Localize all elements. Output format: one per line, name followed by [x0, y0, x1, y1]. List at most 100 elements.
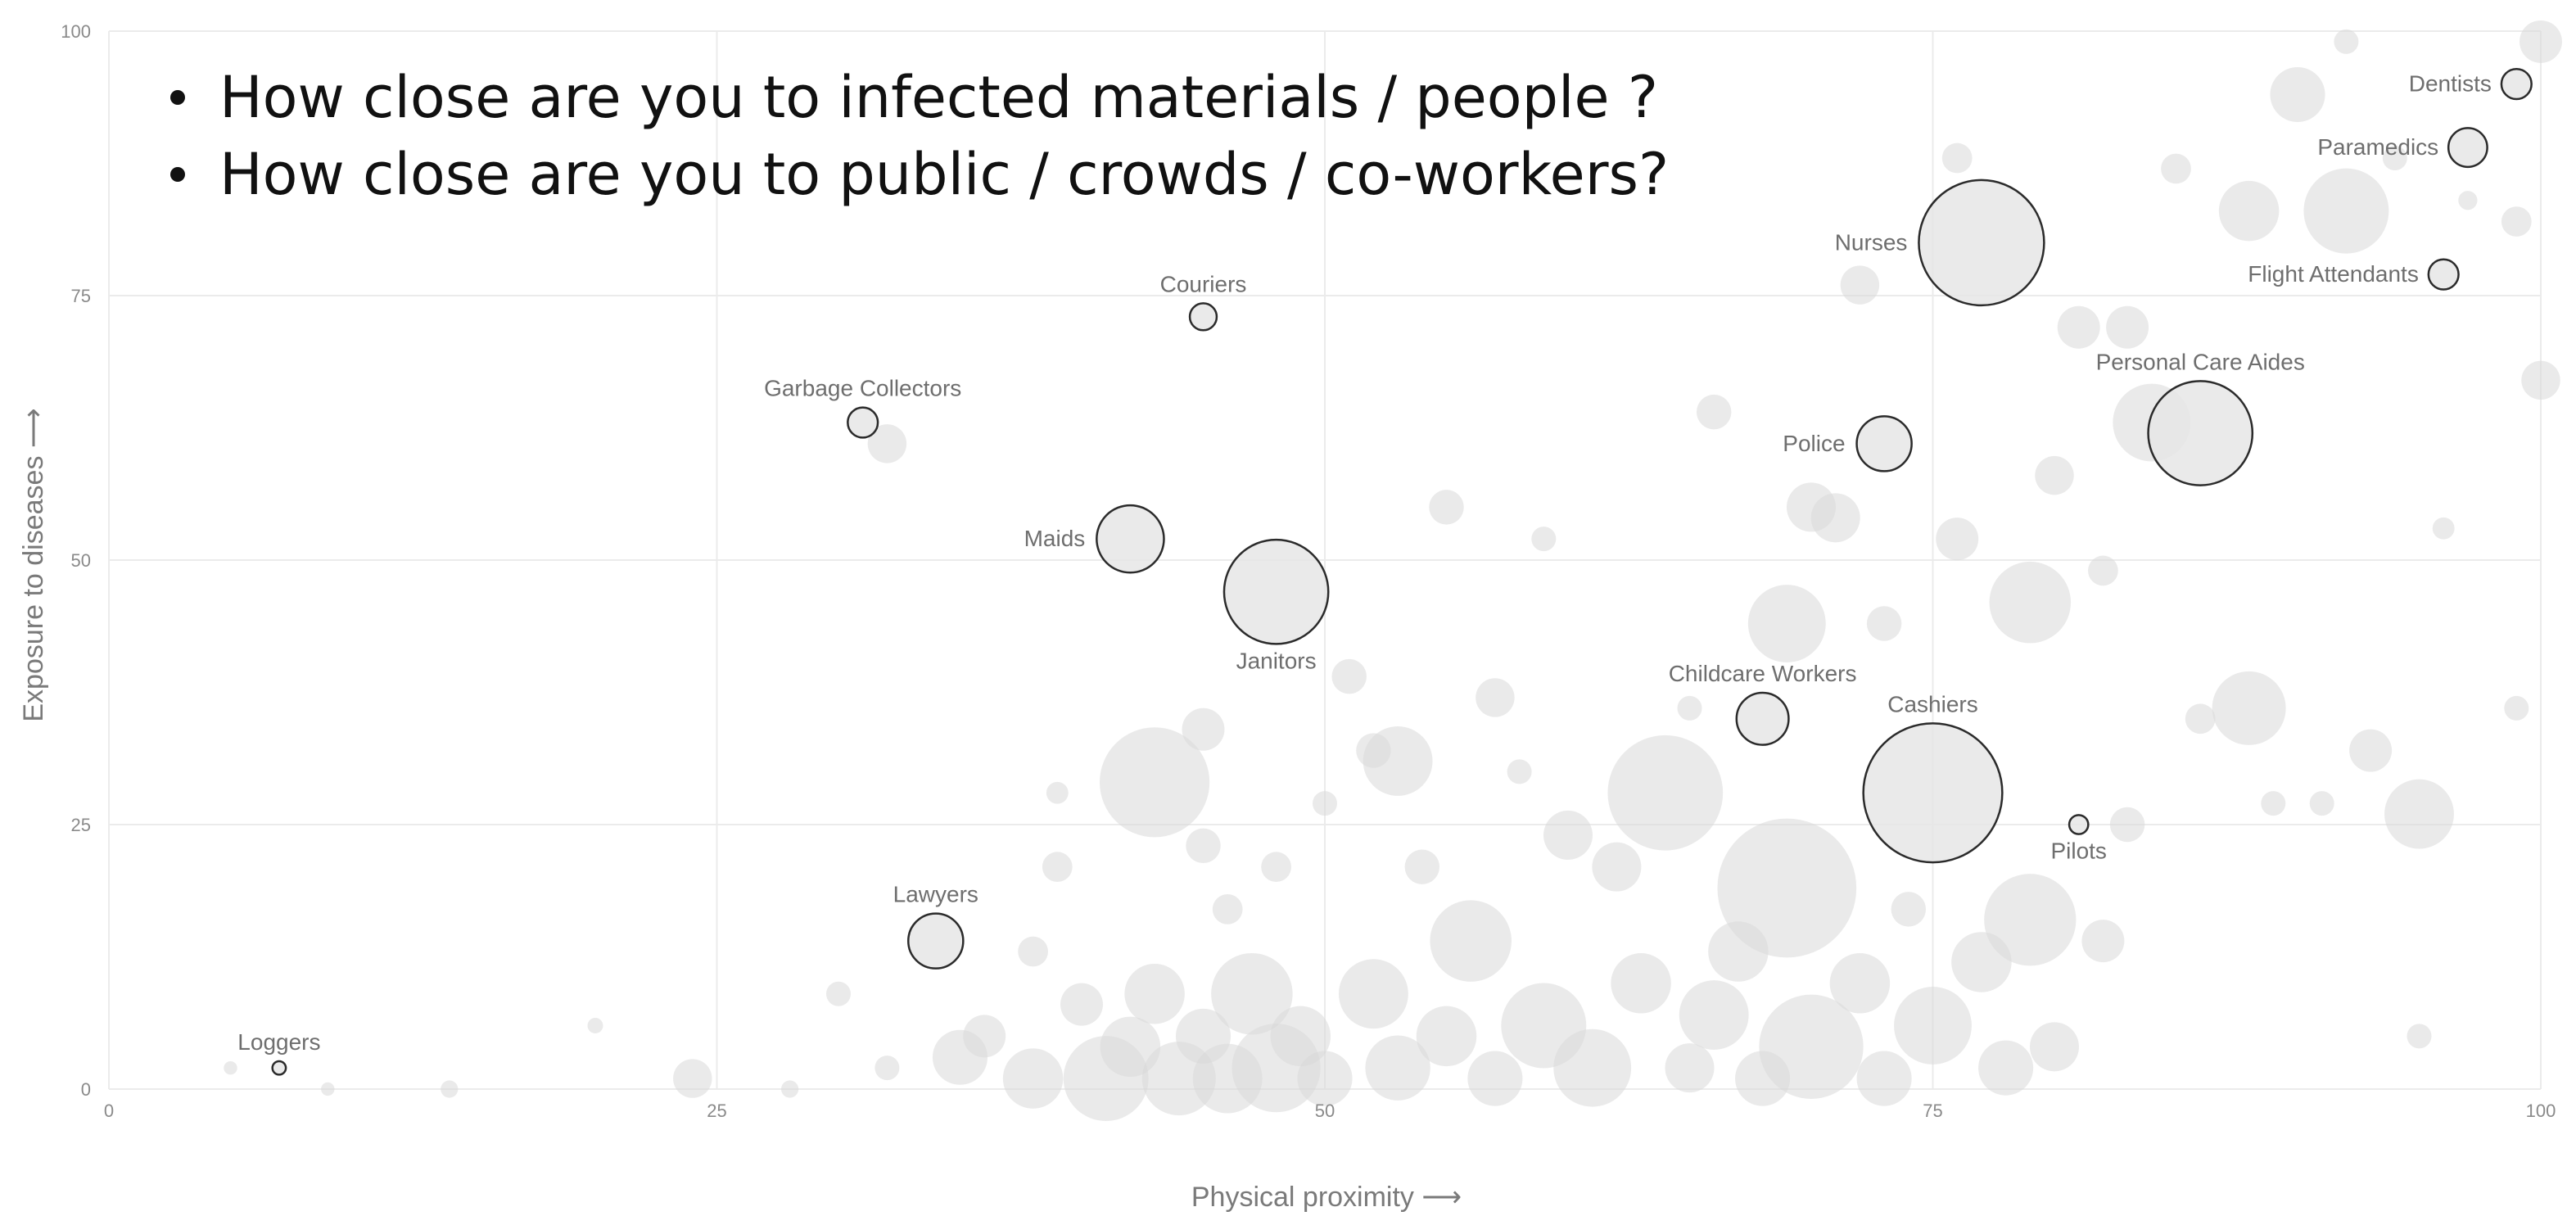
highlighted-points	[271, 67, 2533, 1076]
background-point	[1186, 828, 1221, 864]
x-tick-label: 75	[1923, 1101, 1942, 1121]
background-point	[1331, 658, 1367, 694]
x-tick-label: 25	[707, 1101, 726, 1121]
highlighted-point	[2427, 258, 2460, 291]
y-tick-label: 75	[71, 286, 91, 306]
background-point	[224, 1060, 237, 1075]
background-point	[1894, 987, 1972, 1065]
background-point	[2218, 180, 2280, 242]
background-point	[2106, 305, 2149, 349]
background-point	[1429, 490, 1464, 525]
background-point	[1941, 142, 1973, 174]
background-point	[1717, 818, 1857, 958]
background-point	[1182, 707, 1225, 751]
background-point	[1363, 726, 1433, 796]
background-point	[1677, 695, 1702, 721]
point-label: Dentists	[2409, 71, 2492, 97]
background-point	[1261, 852, 1291, 883]
x-axis-ticks: 0 25 50 75 100	[104, 1101, 2556, 1121]
background-point	[2109, 807, 2145, 843]
highlighted-point	[2068, 814, 2090, 835]
point-label: Police	[1783, 431, 1845, 456]
background-point	[2088, 555, 2118, 586]
background-point	[2212, 671, 2286, 745]
background-point	[2407, 1024, 2432, 1049]
background-point	[2384, 779, 2454, 849]
background-point	[1553, 1028, 1632, 1107]
background-point	[1100, 1016, 1161, 1078]
background-point	[1936, 518, 1979, 561]
point-label: Loggers	[237, 1029, 320, 1055]
point-label: Personal Care Aides	[2096, 349, 2305, 374]
point-label: Maids	[1024, 526, 1086, 551]
y-tick-label: 25	[71, 815, 91, 835]
background-point	[2185, 703, 2216, 735]
background-point	[1607, 735, 1724, 851]
background-point	[1840, 265, 1880, 305]
background-point	[2432, 517, 2455, 540]
background-point	[1297, 1051, 1353, 1106]
bullet-dot	[170, 167, 185, 182]
background-point	[867, 424, 907, 463]
background-point	[2334, 29, 2359, 54]
highlighted-point	[1855, 415, 1913, 472]
point-label: Childcare Workers	[1669, 661, 1857, 686]
background-point	[441, 1080, 459, 1098]
background-point	[1042, 852, 1073, 883]
background-point	[1467, 1051, 1523, 1106]
background-point	[1866, 606, 1902, 641]
highlighted-point	[1918, 179, 2045, 307]
background-point	[2161, 153, 2191, 184]
point-label: Couriers	[1160, 271, 1247, 296]
background-point	[2382, 146, 2407, 171]
x-tick-label: 50	[1315, 1101, 1335, 1121]
highlighted-point	[2447, 127, 2488, 169]
background-point	[1989, 561, 2072, 644]
highlighted-point	[1188, 302, 1218, 332]
highlighted-point	[1862, 722, 2004, 864]
point-label: Nurses	[1835, 229, 1908, 255]
highlighted-point	[271, 1060, 287, 1076]
background-point	[874, 1056, 900, 1081]
background-point	[963, 1015, 1006, 1058]
background-point	[1476, 678, 1515, 717]
background-point	[2081, 920, 2125, 963]
y-axis-ticks: 0 25 50 75 100	[61, 21, 91, 1100]
background-point	[1313, 791, 1337, 816]
question-text: How close are you to infected materials …	[219, 64, 1658, 131]
x-tick-label: 100	[2526, 1101, 2556, 1121]
y-tick-label: 50	[71, 550, 91, 571]
background-point	[1060, 983, 1103, 1026]
background-point	[1338, 959, 1408, 1029]
background-point	[2458, 191, 2478, 210]
bullet-dot	[170, 90, 185, 105]
background-point	[1002, 1048, 1064, 1109]
background-point	[1665, 1043, 1715, 1093]
point-label: Cashiers	[1887, 691, 1977, 716]
background-point	[1212, 893, 1243, 924]
highlighted-point	[1735, 691, 1790, 746]
background-point	[2030, 1022, 2079, 1072]
background-point	[1531, 527, 1557, 552]
background-point	[1984, 874, 2077, 966]
question-item: How close are you to infected materials …	[164, 59, 1669, 136]
background-point	[2261, 791, 2286, 816]
background-point	[2035, 455, 2074, 495]
highlighted-point	[2500, 67, 2533, 101]
background-point	[1416, 1006, 1477, 1067]
background-point	[587, 1017, 603, 1033]
point-label: Pilots	[2050, 839, 2106, 864]
background-point	[826, 981, 851, 1006]
background-point	[1124, 963, 1185, 1024]
y-tick-label: 100	[61, 21, 91, 42]
highlighted-point	[907, 912, 965, 970]
background-point	[2303, 168, 2389, 254]
background-point	[1046, 781, 1069, 804]
background-point	[1507, 759, 1532, 784]
background-point	[2309, 791, 2334, 816]
x-axis-title: Physical proximity ⟶	[1191, 1182, 1462, 1213]
y-axis-title: Exposure to diseases ⟶	[18, 408, 49, 721]
highlighted-point	[847, 406, 879, 439]
highlighted-labels: Dentists Paramedics Flight Attendants Nurse…	[237, 71, 2492, 1055]
